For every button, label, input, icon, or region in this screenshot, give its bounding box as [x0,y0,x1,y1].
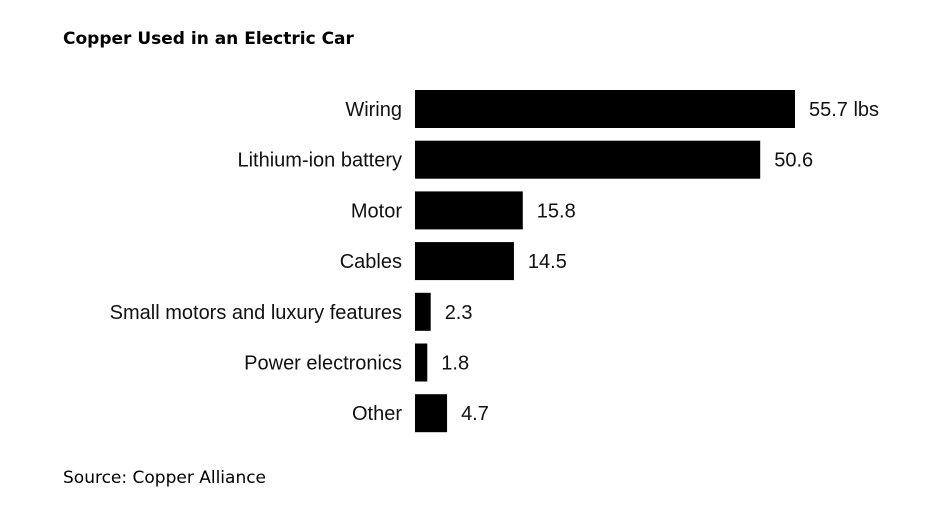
bar [415,191,523,230]
bar [415,90,795,128]
bar [415,292,431,331]
value-label: 2.3 [445,302,473,324]
category-label: Wiring [345,99,402,121]
bar [415,242,514,281]
category-label: Power electronics [244,353,402,375]
category-label: Other [352,403,402,425]
value-label: 15.8 [537,200,576,222]
bar [415,343,428,382]
value-label: 55.7 lbs [809,99,879,121]
value-label: 1.8 [441,353,469,375]
value-label: 50.6 [774,150,813,172]
bar [415,394,448,433]
category-label: Small motors and luxury features [110,302,402,324]
category-label: Cables [340,251,402,273]
category-label: Motor [351,200,402,222]
value-label: 4.7 [461,403,489,425]
chart-source: Source: Copper Alliance [63,468,267,488]
value-label: 14.5 [528,251,567,273]
bar [415,140,761,179]
chart-title: Copper Used in an Electric Car [63,29,354,49]
category-label: Lithium-ion battery [237,150,402,172]
